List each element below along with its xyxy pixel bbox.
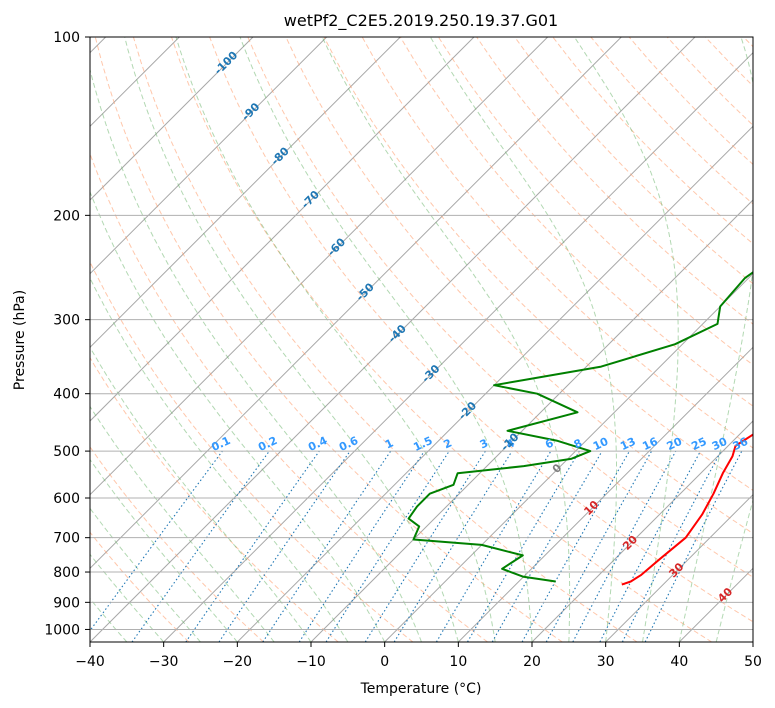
profile-series xyxy=(407,271,753,586)
moist-adiabat xyxy=(90,507,201,642)
x-axis-label: Temperature (°C) xyxy=(360,681,482,697)
mixing-ratio-line xyxy=(90,450,223,632)
isotherm-line xyxy=(531,420,753,642)
y-tick-label: 100 xyxy=(53,30,80,46)
moist-adiabat xyxy=(715,498,753,642)
isotherm-line xyxy=(163,51,753,642)
mixing-ratio-label: 25 xyxy=(689,435,708,453)
y-tick-label: 400 xyxy=(53,387,80,403)
mixing-ratio-line xyxy=(572,450,677,642)
y-tick-label: 300 xyxy=(53,313,80,329)
isotherm-line xyxy=(90,37,401,349)
isotherm-line xyxy=(90,37,622,570)
dry-adiabat xyxy=(171,37,712,642)
y-tick-label: 800 xyxy=(53,565,80,581)
x-axis-ticks: −40 −30 −20 −10 0 10 20 30 40 50 xyxy=(75,642,762,670)
x-tick-label: 30 xyxy=(597,654,615,670)
mixing-ratio-line xyxy=(545,450,653,642)
dry-adiabat xyxy=(437,37,753,366)
mixing-ratio-line xyxy=(262,450,392,642)
moist-adiabat xyxy=(678,37,753,642)
dry-adiabat xyxy=(90,531,190,642)
plot-background-lines xyxy=(90,37,753,642)
dry-adiabat xyxy=(90,152,488,642)
isotherm-line xyxy=(90,37,254,201)
moist-adiabat xyxy=(90,458,238,642)
x-tick-label: −30 xyxy=(149,654,179,670)
moist-adiabat xyxy=(239,37,533,642)
moist-adiabat xyxy=(124,37,459,642)
isotherm-line xyxy=(90,37,475,422)
y-tick-label: 600 xyxy=(53,491,80,507)
mixing-ratio-label: 36 xyxy=(731,435,751,453)
dry-adiabat xyxy=(399,37,753,407)
mixing-ratio-line xyxy=(218,450,351,642)
y-tick-label: 700 xyxy=(53,531,80,547)
mixing-ratio-line xyxy=(521,450,630,642)
isotherm-line xyxy=(236,125,753,642)
mixing-ratio-line xyxy=(393,450,513,642)
mixing-ratio-line xyxy=(644,450,743,642)
temperature-profile xyxy=(621,433,753,586)
x-tick-label: −20 xyxy=(223,654,253,670)
plot-frame xyxy=(89,36,754,643)
y-axis-label: Pressure (hPa) xyxy=(12,290,28,390)
dry-adiabat xyxy=(361,37,753,449)
dry-adiabat xyxy=(209,37,753,623)
moist-adiabat xyxy=(429,37,617,642)
y-tick-label: 200 xyxy=(53,208,80,224)
x-tick-label: 10 xyxy=(449,654,467,670)
y-tick-label: 1000 xyxy=(44,622,80,638)
moist-adiabat xyxy=(90,553,165,642)
y-tick-label: 500 xyxy=(53,444,80,460)
x-tick-label: −10 xyxy=(296,654,326,670)
isotherm-line xyxy=(457,346,753,642)
mixing-ratio-label: 20 xyxy=(665,435,685,453)
mixing-ratio-line xyxy=(298,450,425,642)
isotherm-line xyxy=(90,37,328,275)
y-axis-ticks: 100 200 300 400 500 600 700 800 900 1000 xyxy=(44,30,90,638)
dewpoint-profile xyxy=(407,271,753,583)
dry-adiabat xyxy=(285,37,753,535)
dry-adiabat xyxy=(94,37,563,642)
mixing-ratio-line xyxy=(325,450,450,642)
pressure-gridlines xyxy=(90,37,753,630)
mixing-ratio-label: 10 xyxy=(591,435,611,453)
mixing-ratio-label: 30 xyxy=(710,435,730,453)
moist-adiabat xyxy=(573,37,679,642)
isotherm-line xyxy=(90,37,549,496)
mixing-ratio-label: 13 xyxy=(618,435,637,453)
x-tick-label: −40 xyxy=(75,654,105,670)
dry-adiabat xyxy=(247,37,753,578)
dry-adiabat xyxy=(90,356,339,642)
moist-adiabat xyxy=(90,67,422,642)
mixing-ratio-line xyxy=(185,450,320,642)
dry-adiabat xyxy=(132,37,638,642)
mixing-ratio-line xyxy=(131,450,270,642)
chart-title: wetPf2_C2E5.2019.250.19.37.G01 xyxy=(284,11,558,31)
x-tick-label: 40 xyxy=(670,654,688,670)
dry-adiabat xyxy=(90,260,414,642)
x-tick-label: 0 xyxy=(380,654,389,670)
moist-adiabat xyxy=(321,37,571,642)
x-tick-label: 50 xyxy=(744,654,762,670)
dry-adiabat xyxy=(90,446,264,642)
dry-adiabat xyxy=(323,37,753,491)
dry-adiabat xyxy=(514,37,753,285)
moist-adiabat xyxy=(90,276,349,642)
y-tick-label: 900 xyxy=(53,595,80,611)
x-tick-label: 20 xyxy=(523,654,541,670)
isotherm-line xyxy=(605,493,753,642)
mixing-ratio-label: 16 xyxy=(640,435,660,453)
